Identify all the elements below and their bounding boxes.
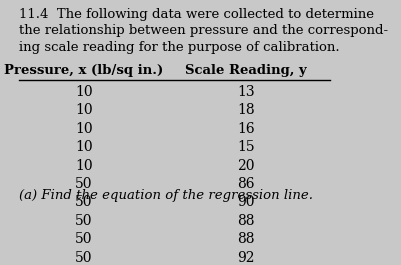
Text: 50: 50 (75, 251, 92, 264)
Text: 10: 10 (75, 122, 92, 136)
Text: 88: 88 (237, 214, 254, 228)
Text: 50: 50 (75, 195, 92, 209)
Text: 10: 10 (75, 85, 92, 99)
Text: 10: 10 (75, 103, 92, 117)
Text: 15: 15 (237, 140, 254, 154)
Text: 20: 20 (237, 158, 254, 173)
Text: 18: 18 (237, 103, 254, 117)
Text: 11.4  The following data were collected to determine: 11.4 The following data were collected t… (19, 8, 373, 21)
Text: 50: 50 (75, 177, 92, 191)
Text: 88: 88 (237, 232, 254, 246)
Text: 10: 10 (75, 140, 92, 154)
Text: 92: 92 (237, 251, 254, 264)
Text: the relationship between pressure and the correspond-: the relationship between pressure and th… (19, 24, 387, 37)
Text: ing scale reading for the purpose of calibration.: ing scale reading for the purpose of cal… (19, 41, 339, 54)
Text: 86: 86 (237, 177, 254, 191)
Text: 10: 10 (75, 158, 92, 173)
Text: Pressure, x (lb/sq in.): Pressure, x (lb/sq in.) (4, 64, 163, 77)
Text: 50: 50 (75, 232, 92, 246)
Text: 90: 90 (237, 195, 254, 209)
Text: Scale Reading, y: Scale Reading, y (184, 64, 306, 77)
Text: 16: 16 (237, 122, 254, 136)
Text: (a) Find the equation of the regression line.: (a) Find the equation of the regression … (19, 189, 312, 202)
Text: 13: 13 (237, 85, 254, 99)
Text: 50: 50 (75, 214, 92, 228)
